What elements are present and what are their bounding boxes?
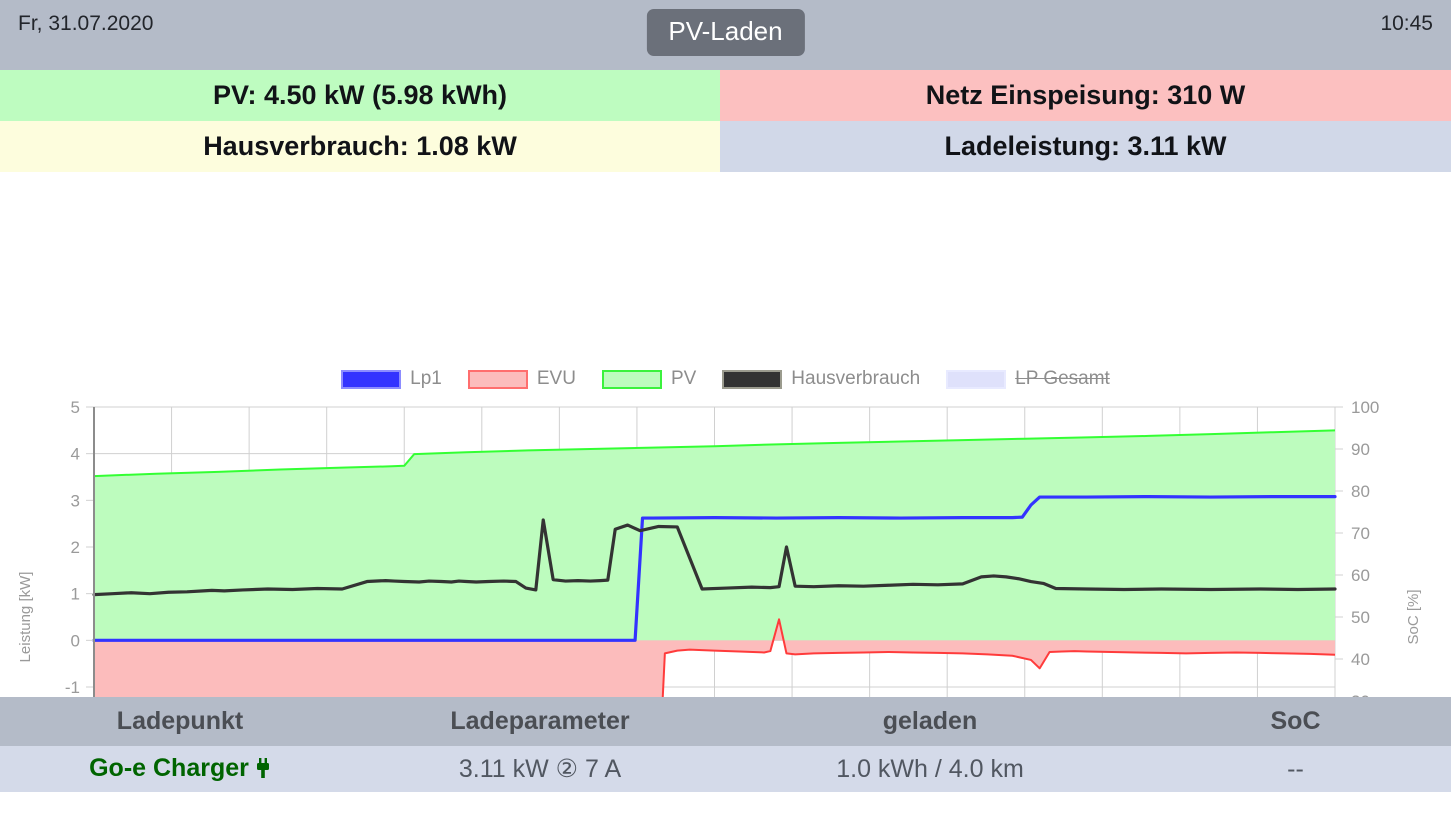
legend-swatch-icon <box>601 369 662 389</box>
chart-svg: 543210-1-2-3-4100908070605040302010010:1… <box>17 398 1422 697</box>
svg-text:30: 30 <box>1351 692 1370 697</box>
status-tiles: PV: 4.50 kW (5.98 kWh) Netz Einspeisung:… <box>0 70 1451 172</box>
cell-ladepunkt[interactable]: Go-e Charger <box>0 754 360 785</box>
column-header-ladepunkt: Ladepunkt <box>116 707 244 735</box>
charge-points-table: Ladepunkt Ladeparameter geladen SoC Go-e… <box>0 697 1451 792</box>
charge-mode-button[interactable]: PV-Laden <box>646 9 805 57</box>
tile-charging-power: Ladeleistung: 3.11 kW <box>720 121 1451 172</box>
legend-item-hausverbrauch[interactable]: Hausverbrauch <box>722 368 920 390</box>
legend-swatch-icon <box>467 369 528 389</box>
chart-axes <box>86 406 1343 697</box>
svg-text:40: 40 <box>1351 650 1370 669</box>
cell-ladeparameter: 3.11 kW ② 7 A <box>458 755 622 783</box>
chart-axis-labels: 543210-1-2-3-4100908070605040302010010:1… <box>17 398 1422 697</box>
chart-series-group <box>92 429 1337 697</box>
svg-text:0: 0 <box>71 631 80 650</box>
legend-label: PV <box>670 368 697 389</box>
svg-text:90: 90 <box>1351 440 1370 459</box>
column-header-geladen: geladen <box>882 707 978 735</box>
legend-item-lp1[interactable]: Lp1 <box>341 368 442 390</box>
cell-soc: -- <box>1287 754 1304 783</box>
legend-swatch-icon <box>341 369 402 389</box>
power-chart: 543210-1-2-3-4100908070605040302010010:1… <box>0 172 1451 697</box>
svg-text:3: 3 <box>71 491 80 510</box>
svg-text:4: 4 <box>71 445 80 464</box>
svg-text:-1: -1 <box>65 678 80 697</box>
svg-text:2: 2 <box>71 538 80 557</box>
legend-label: Lp1 <box>410 368 442 389</box>
legend-label: Hausverbrauch <box>791 368 921 389</box>
legend-item-pv[interactable]: PV <box>601 368 697 390</box>
table-row[interactable]: Go-e Charger 3.11 kW ② 7 A 1.0 kWh / 4.0… <box>0 746 1451 792</box>
svg-text:70: 70 <box>1351 524 1370 543</box>
legend-item-evu[interactable]: EVU <box>467 368 576 390</box>
tile-pv-production: PV: 4.50 kW (5.98 kWh) <box>0 70 720 121</box>
top-bar: Fr, 31.07.2020 PV-Laden 10:45 <box>0 0 1451 70</box>
column-header-soc: SoC <box>1270 707 1321 735</box>
legend-item-lp-gesamt[interactable]: LP Gesamt <box>946 368 1110 390</box>
column-header-ladeparameter: Ladeparameter <box>450 707 630 735</box>
svg-text:1: 1 <box>71 585 80 604</box>
current-date: Fr, 31.07.2020 <box>18 12 154 35</box>
svg-text:50: 50 <box>1351 608 1370 627</box>
tile-grid-feedin: Netz Einspeisung: 310 W <box>720 70 1451 121</box>
legend-label: LP Gesamt <box>1015 368 1110 389</box>
legend-label: EVU <box>536 368 576 389</box>
cell-geladen: 1.0 kWh / 4.0 km <box>836 754 1024 783</box>
table-header-row: Ladepunkt Ladeparameter geladen SoC <box>0 697 1451 746</box>
charge-point-name: Go-e Charger <box>89 753 249 782</box>
legend-swatch-icon <box>722 369 783 389</box>
svg-text:Leistung [kW]: Leistung [kW] <box>17 572 34 663</box>
svg-text:80: 80 <box>1351 482 1370 501</box>
svg-text:5: 5 <box>71 398 80 417</box>
chart-legend: Lp1 EVU PV Hausverbrauch LP Gesamt <box>0 368 1451 390</box>
current-time: 10:45 <box>1380 12 1433 35</box>
plug-icon <box>255 756 271 785</box>
svg-text:100: 100 <box>1351 398 1379 417</box>
legend-swatch-icon <box>946 369 1007 389</box>
svg-text:60: 60 <box>1351 566 1370 585</box>
svg-text:SoC [%]: SoC [%] <box>1405 589 1422 644</box>
tile-house-consumption: Hausverbrauch: 1.08 kW <box>0 121 720 172</box>
